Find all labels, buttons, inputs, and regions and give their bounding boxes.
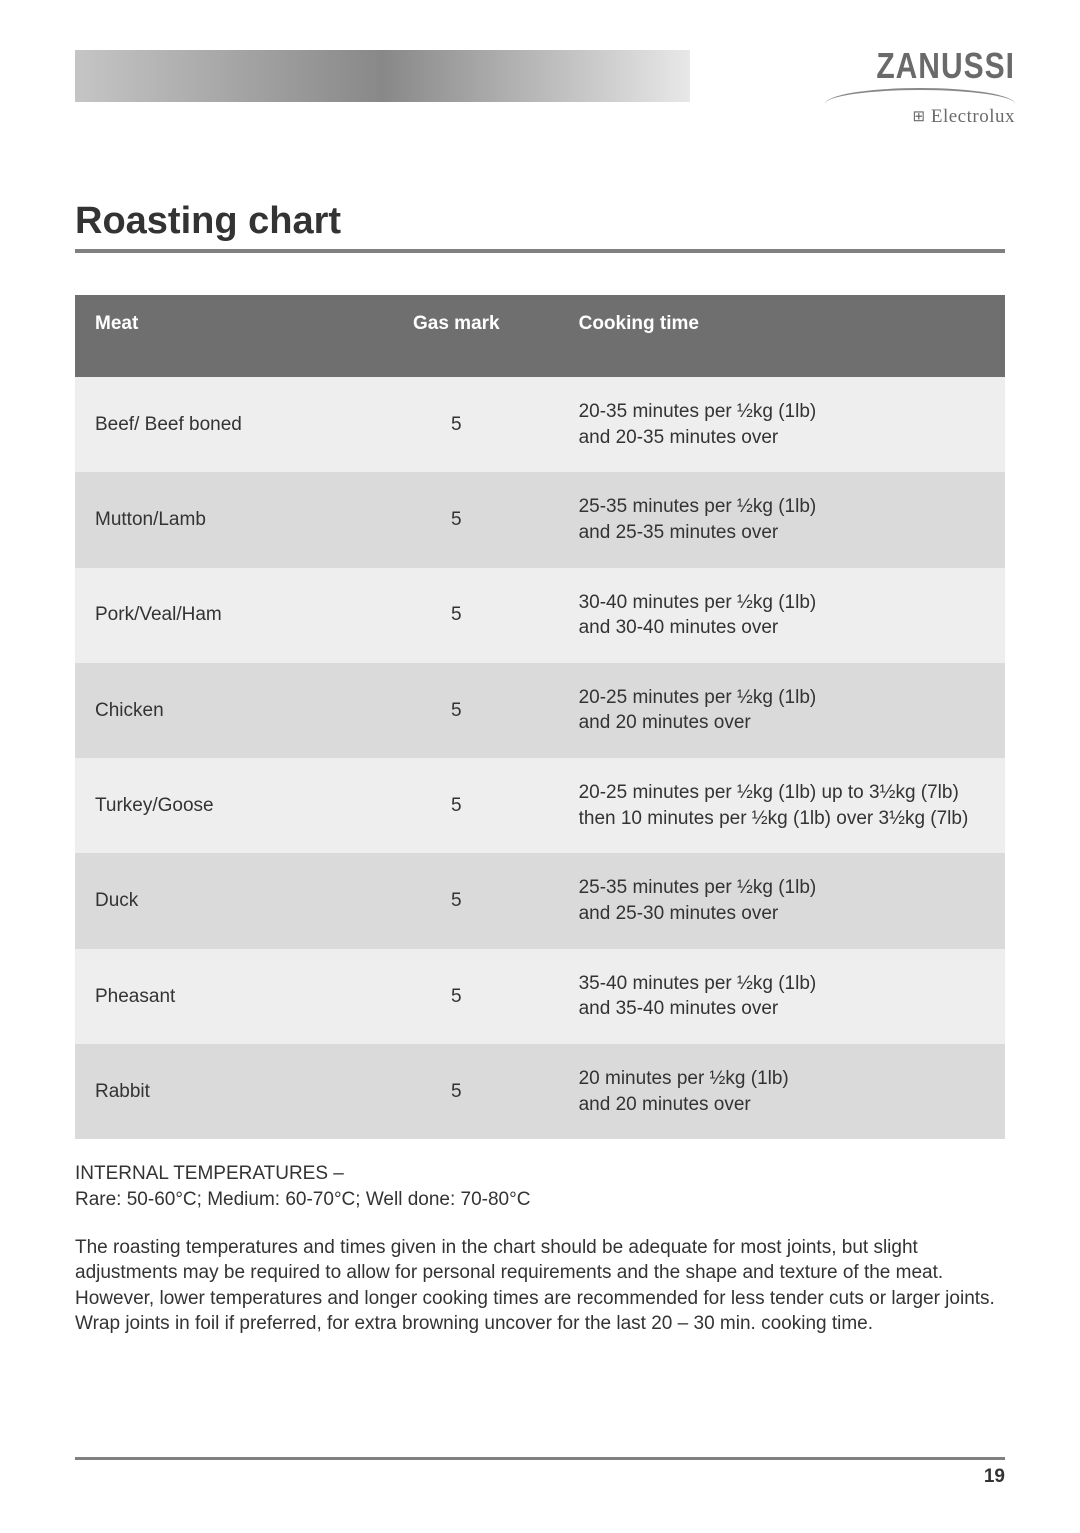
cell-cookingtime: 30-40 minutes per ½kg (1lb)and 30-40 min… [559, 568, 1005, 663]
cell-gasmark: 5 [354, 1044, 559, 1139]
table-row: Chicken520-25 minutes per ½kg (1lb)and 2… [75, 663, 1005, 758]
table-header-row: Meat Gas mark Cooking time [75, 295, 1005, 377]
notes-para-2: Wrap joints in foil if preferred, for ex… [75, 1311, 1005, 1337]
cell-gasmark: 5 [354, 472, 559, 567]
title-rule [75, 249, 1005, 253]
header-band: ZANUSSI ⊞ Electrolux [0, 50, 1080, 170]
internal-temps-values: Rare: 50-60°C; Medium: 60-70°C; Well don… [75, 1187, 1005, 1213]
cell-meat: Mutton/Lamb [75, 472, 354, 567]
notes-block: INTERNAL TEMPERATURES – Rare: 50-60°C; M… [75, 1161, 1005, 1337]
cell-gasmark: 5 [354, 377, 559, 472]
col-header-gasmark: Gas mark [354, 295, 559, 377]
cell-meat: Chicken [75, 663, 354, 758]
col-header-meat: Meat [75, 295, 354, 377]
brand-secondary-text: Electrolux [931, 106, 1015, 127]
cell-cookingtime: 20-35 minutes per ½kg (1lb)and 20-35 min… [559, 377, 1005, 472]
cell-cookingtime: 20-25 minutes per ½kg (1lb) up to 3½kg (… [559, 758, 1005, 853]
cell-cookingtime: 25-35 minutes per ½kg (1lb)and 25-35 min… [559, 472, 1005, 567]
internal-temps-label: INTERNAL TEMPERATURES – [75, 1161, 1005, 1187]
cell-gasmark: 5 [354, 949, 559, 1044]
electrolux-icon: ⊞ [913, 109, 926, 125]
brand-logo-secondary: ⊞ Electrolux [825, 106, 1015, 128]
brand-swoosh-icon [825, 88, 1015, 104]
table-row: Pork/Veal/Ham530-40 minutes per ½kg (1lb… [75, 568, 1005, 663]
table-row: Duck525-35 minutes per ½kg (1lb)and 25-3… [75, 853, 1005, 948]
table-row: Mutton/Lamb525-35 minutes per ½kg (1lb)a… [75, 472, 1005, 567]
cell-cookingtime: 35-40 minutes per ½kg (1lb)and 35-40 min… [559, 949, 1005, 1044]
col-header-cookingtime: Cooking time [559, 295, 1005, 377]
cell-meat: Rabbit [75, 1044, 354, 1139]
header-gradient [75, 50, 690, 102]
brand-logo-primary: ZANUSSI [876, 47, 1015, 88]
roasting-table: Meat Gas mark Cooking time Beef/ Beef bo… [75, 295, 1005, 1139]
table-row: Beef/ Beef boned520-35 minutes per ½kg (… [75, 377, 1005, 472]
brand-block: ZANUSSI ⊞ Electrolux [825, 50, 1015, 128]
cell-cookingtime: 20 minutes per ½kg (1lb)and 20 minutes o… [559, 1044, 1005, 1139]
table-row: Rabbit520 minutes per ½kg (1lb)and 20 mi… [75, 1044, 1005, 1139]
cell-gasmark: 5 [354, 853, 559, 948]
cell-cookingtime: 25-35 minutes per ½kg (1lb)and 25-30 min… [559, 853, 1005, 948]
cell-meat: Pork/Veal/Ham [75, 568, 354, 663]
cell-meat: Turkey/Goose [75, 758, 354, 853]
cell-gasmark: 5 [354, 758, 559, 853]
cell-meat: Pheasant [75, 949, 354, 1044]
cell-gasmark: 5 [354, 568, 559, 663]
table-row: Turkey/Goose520-25 minutes per ½kg (1lb)… [75, 758, 1005, 853]
cell-gasmark: 5 [354, 663, 559, 758]
page-title: Roasting chart [75, 200, 1005, 243]
notes-para-1: The roasting temperatures and times give… [75, 1235, 1005, 1312]
page-number: 19 [0, 1460, 1080, 1518]
table-row: Pheasant535-40 minutes per ½kg (1lb)and … [75, 949, 1005, 1044]
cell-cookingtime: 20-25 minutes per ½kg (1lb)and 20 minute… [559, 663, 1005, 758]
cell-meat: Duck [75, 853, 354, 948]
cell-meat: Beef/ Beef boned [75, 377, 354, 472]
